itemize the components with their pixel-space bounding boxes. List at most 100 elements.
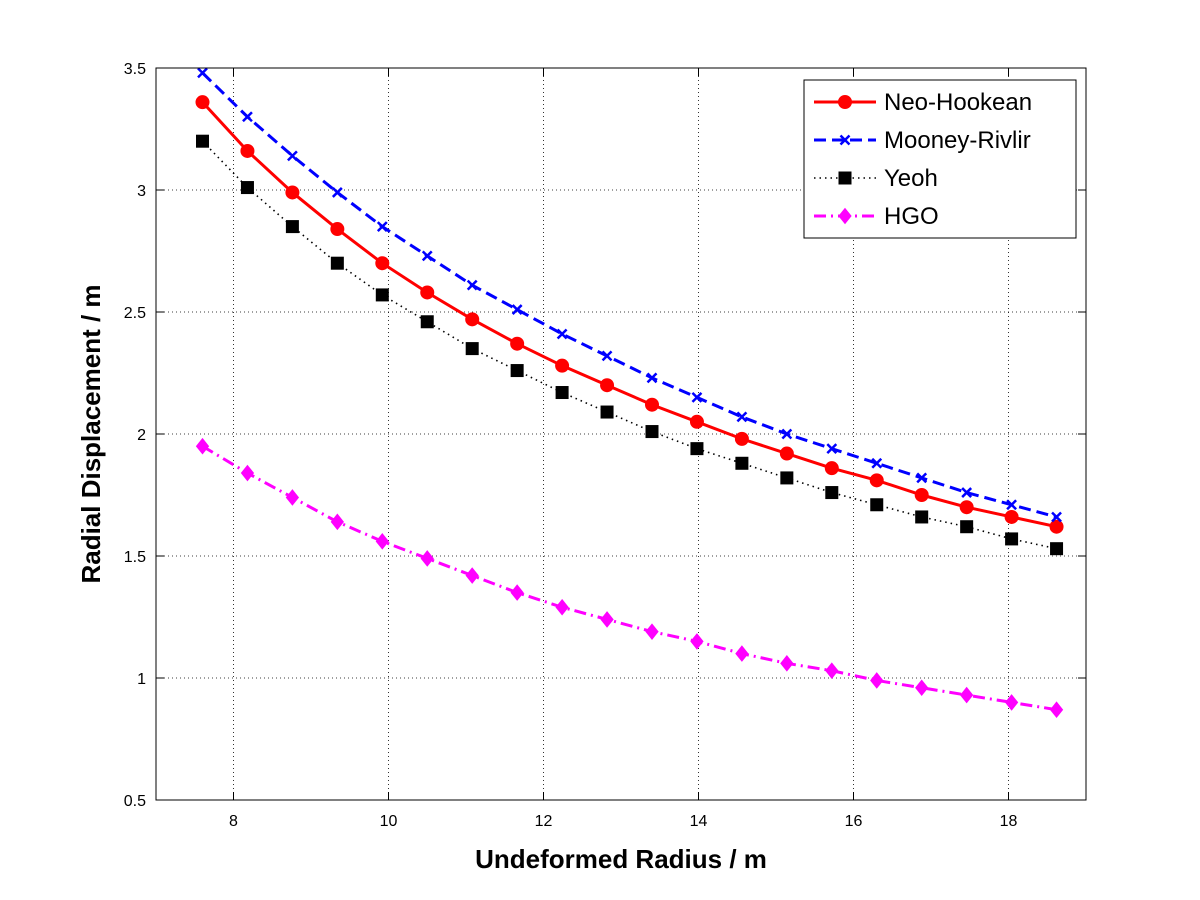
data-point-neo-hookean	[1049, 519, 1064, 534]
data-point-mooney-rivlir	[331, 187, 343, 198]
data-point-mooney-rivlir	[1006, 499, 1017, 511]
data-point-mooney-rivlir	[916, 472, 928, 484]
legend-marker-hgo	[838, 207, 852, 225]
data-point-yeoh	[196, 134, 209, 148]
data-point-hgo	[780, 655, 794, 672]
x-tick-label: 8	[229, 813, 238, 830]
data-point-mooney-rivlir	[691, 392, 703, 403]
data-point-neo-hookean	[959, 500, 974, 515]
x-tick-label: 18	[1000, 813, 1018, 830]
data-point-hgo	[285, 489, 300, 506]
legend: Neo-Hookean Mooney-Rivlir Yeoh HGO	[803, 79, 1077, 239]
legend-label-mooney-rivlir: Mooney-Rivlir	[884, 127, 1031, 154]
series-line-yeoh	[201, 140, 1057, 550]
data-point-yeoh	[735, 456, 749, 470]
data-point-neo-hookean	[734, 431, 749, 446]
legend-marker-mooney-rivlir	[839, 134, 851, 146]
y-tick-label: 0.5	[124, 793, 146, 810]
data-point-mooney-rivlir	[556, 328, 568, 340]
series-line-neo-hookean	[201, 101, 1057, 529]
legend-label-yeoh: Yeoh	[884, 165, 938, 192]
data-point-hgo	[1004, 694, 1019, 711]
data-point-yeoh	[330, 256, 344, 270]
data-point-yeoh	[915, 510, 929, 524]
data-point-yeoh	[285, 220, 299, 234]
series-line-hgo	[201, 444, 1057, 712]
data-point-mooney-rivlir	[736, 411, 748, 423]
data-point-neo-hookean	[330, 222, 345, 237]
y-tick-label: 3	[137, 183, 146, 200]
x-tick-label: 16	[845, 813, 863, 830]
data-point-hgo	[915, 679, 929, 697]
data-point-hgo	[825, 662, 839, 679]
x-axis-title: Undeformed Radius / m	[475, 844, 767, 874]
data-point-neo-hookean	[779, 446, 794, 461]
data-point-hgo	[555, 598, 569, 616]
data-point-yeoh	[510, 364, 524, 378]
data-point-yeoh	[600, 405, 614, 419]
data-point-yeoh	[420, 315, 434, 329]
data-point-mooney-rivlir	[826, 443, 838, 455]
data-point-hgo	[330, 513, 344, 531]
data-point-neo-hookean	[914, 488, 929, 502]
series-line-mooney-rivlir	[201, 71, 1057, 519]
x-tick-label: 12	[535, 813, 553, 830]
y-axis-title: Radial Displacement / m	[76, 284, 106, 583]
data-point-hgo	[870, 672, 884, 689]
legend-item-mooney-rivlir: Mooney-Rivlir	[814, 127, 1031, 154]
y-tick-label: 1	[137, 671, 146, 688]
x-tick-label: 10	[380, 813, 398, 830]
legend-label-neo-hookean: Neo-Hookean	[884, 89, 1032, 116]
data-point-mooney-rivlir	[376, 221, 388, 232]
x-tick-label: 14	[690, 813, 708, 830]
data-point-yeoh	[870, 498, 884, 512]
data-point-neo-hookean	[824, 461, 839, 476]
data-point-mooney-rivlir	[287, 150, 298, 162]
y-tick-label: 2.5	[124, 305, 146, 322]
data-point-neo-hookean	[195, 95, 210, 110]
series-mooney-rivlir	[197, 67, 1062, 523]
data-point-mooney-rivlir	[871, 457, 883, 469]
data-point-yeoh	[1050, 542, 1064, 556]
data-point-neo-hookean	[645, 397, 659, 412]
data-point-neo-hookean	[240, 143, 255, 158]
data-point-hgo	[375, 533, 389, 550]
legend-marker-neo-hookean	[838, 95, 852, 109]
data-point-yeoh	[1005, 532, 1019, 546]
y-tick-label: 3.5	[124, 61, 146, 78]
legend-item-hgo: HGO	[814, 203, 939, 230]
data-point-hgo	[510, 584, 524, 601]
y-tick-label: 1.5	[124, 549, 146, 566]
data-point-mooney-rivlir	[466, 279, 478, 291]
series-hgo	[195, 437, 1064, 719]
data-point-hgo	[645, 623, 659, 640]
data-point-neo-hookean	[1004, 509, 1019, 524]
data-point-mooney-rivlir	[1051, 511, 1062, 523]
data-point-neo-hookean	[420, 285, 435, 300]
data-point-mooney-rivlir	[646, 372, 658, 384]
data-point-mooney-rivlir	[781, 428, 793, 440]
data-point-hgo	[195, 437, 210, 455]
series-yeoh	[196, 134, 1064, 556]
data-point-mooney-rivlir	[961, 487, 973, 498]
data-point-hgo	[690, 633, 704, 650]
data-point-hgo	[735, 645, 749, 662]
data-point-neo-hookean	[285, 185, 300, 200]
data-point-yeoh	[780, 471, 794, 485]
data-point-yeoh	[960, 520, 974, 534]
data-point-neo-hookean	[510, 336, 525, 351]
data-point-neo-hookean	[465, 312, 480, 327]
legend-item-neo-hookean: Neo-Hookean	[814, 89, 1032, 116]
data-point-hgo	[960, 686, 974, 704]
data-point-yeoh	[825, 486, 839, 500]
data-point-hgo	[1049, 701, 1064, 719]
axis-ticks	[156, 67, 1086, 801]
y-tick-label: 2	[137, 427, 146, 444]
data-point-hgo	[465, 567, 479, 584]
data-point-mooney-rivlir	[601, 350, 613, 362]
data-point-mooney-rivlir	[511, 304, 523, 315]
data-point-yeoh	[690, 442, 704, 456]
legend-item-yeoh: Yeoh	[814, 165, 938, 192]
data-point-neo-hookean	[869, 473, 884, 488]
